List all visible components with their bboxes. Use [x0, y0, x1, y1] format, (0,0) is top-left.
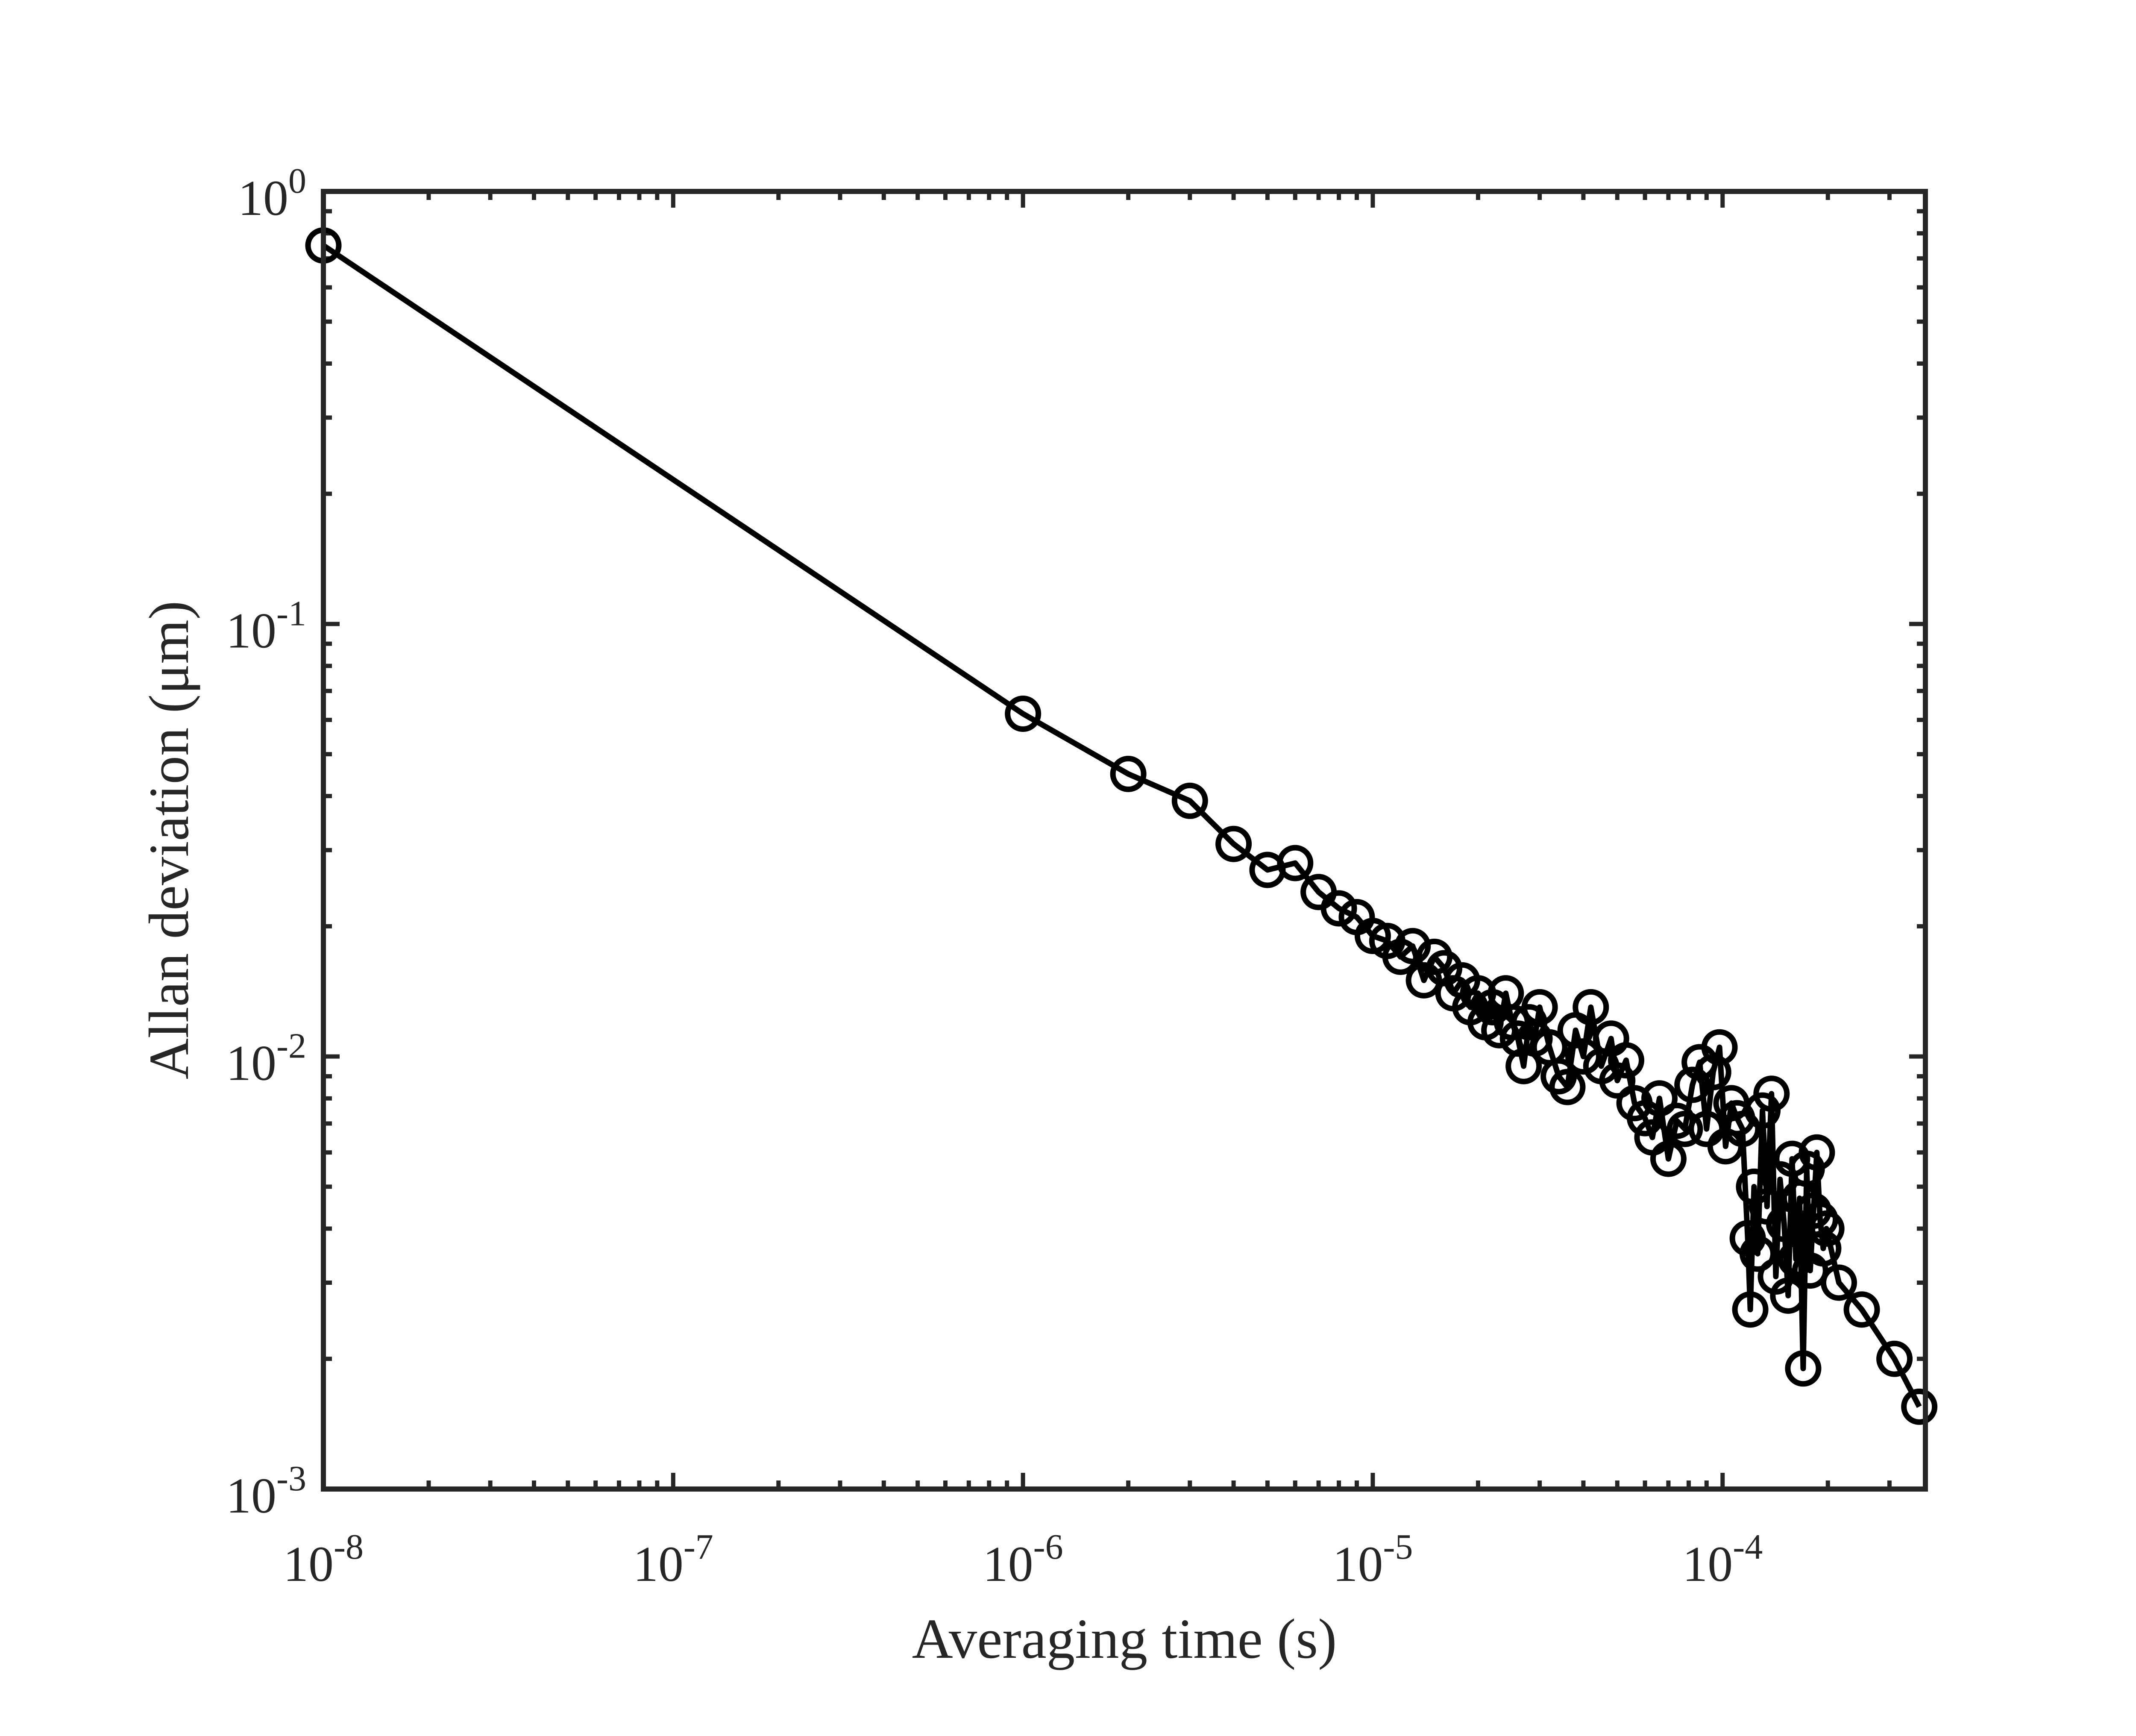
data-point-marker	[1599, 1062, 1636, 1099]
data-point-marker	[1732, 1291, 1769, 1328]
data-point-marker	[1667, 1110, 1703, 1147]
data-point-marker	[1701, 1029, 1738, 1066]
data-point-marker	[1573, 989, 1609, 1025]
data-point-marker	[1876, 1340, 1913, 1377]
x-tick-label: 10-8	[283, 1527, 364, 1592]
plot-area-frame	[321, 189, 1928, 1492]
data-point-marker	[1565, 1038, 1602, 1075]
x-tick-label: 10-4	[1682, 1527, 1763, 1592]
data-point-marker	[1215, 825, 1252, 862]
data-point-marker	[1901, 1388, 1938, 1425]
data-point-marker	[1695, 1054, 1731, 1090]
y-tick-label: 10-1	[226, 593, 306, 658]
data-point-marker	[1608, 1042, 1644, 1079]
data-series	[305, 227, 1938, 1425]
data-point-marker	[1171, 782, 1208, 819]
data-point-marker	[1820, 1264, 1857, 1301]
data-point-marker	[1785, 1350, 1822, 1387]
x-tick-label: 10-5	[1332, 1527, 1413, 1592]
data-point-marker	[1739, 1235, 1776, 1272]
data-point-marker	[1277, 845, 1314, 881]
data-point-marker	[1320, 890, 1357, 927]
data-point-marker	[1521, 989, 1558, 1025]
data-point-marker	[1808, 1210, 1845, 1247]
y-axis-label: Allan deviation (μm)	[137, 601, 200, 1079]
y-tick-label: 100	[238, 161, 306, 226]
data-point-marker	[1005, 696, 1042, 732]
data-point-marker	[1650, 1140, 1687, 1177]
data-point-marker	[1843, 1291, 1880, 1328]
data-point-marker	[1753, 1075, 1790, 1112]
data-point-marker	[1724, 1110, 1761, 1147]
data-point-marker	[1641, 1080, 1678, 1117]
data-point-marker	[1394, 928, 1431, 964]
data-point-marker	[1766, 1206, 1802, 1243]
data-point-marker	[1770, 1277, 1807, 1314]
data-point-marker	[1799, 1134, 1835, 1171]
data-point-marker	[1805, 1230, 1842, 1267]
x-tick-label: 10-7	[633, 1527, 713, 1592]
data-point-marker	[1110, 755, 1147, 792]
y-tick-label: 10-3	[226, 1459, 306, 1524]
y-tick-labels: 100 10-1 10-2 10-3	[226, 161, 306, 1524]
data-point-marker	[1549, 1069, 1586, 1105]
x-tick-labels: 10-8 10-7 10-6 10-5 10-4	[283, 1527, 1763, 1592]
x-tick-label: 10-6	[983, 1527, 1063, 1592]
series-line	[322, 243, 1922, 1408]
x-axis-label: Averaging time (s)	[912, 1607, 1337, 1670]
y-tick-label: 10-2	[226, 1026, 306, 1091]
